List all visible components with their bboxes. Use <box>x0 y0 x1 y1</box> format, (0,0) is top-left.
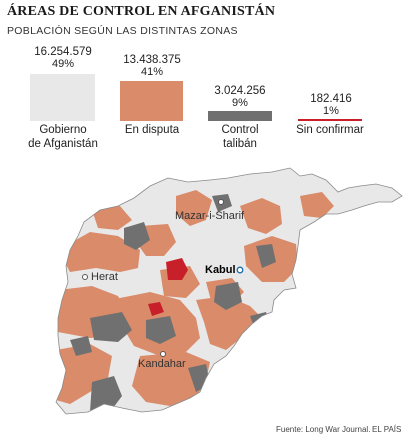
legend-disputa-percent: 41% <box>140 66 164 78</box>
legend-gobierno-value: 16.254.579 <box>34 46 92 58</box>
legend-sin-confirmar-percent: 1% <box>323 105 339 117</box>
map-outline <box>55 167 403 415</box>
map-unconfirmed-zones <box>148 258 188 316</box>
legend-taliban-value: 3.024.256 <box>214 85 266 97</box>
herat-marker-icon <box>82 274 88 280</box>
legend-disputa-label-1: En disputa <box>124 124 180 136</box>
legend-gobierno-label-1: Gobierno <box>39 124 87 136</box>
legend-sin-confirmar-swatch <box>298 119 362 121</box>
publisher-credit: EL PAÍS <box>372 425 402 434</box>
chart-title: ÁREAS DE CONTROL EN AFGANISTÁN <box>7 4 276 19</box>
city-label-kandahar: Kandahar <box>138 358 186 370</box>
legend-gobierno-label-2: de Afganistán <box>28 138 98 150</box>
source-note: Fuente: Long War Journal. <box>276 425 371 434</box>
legend-disputa-swatch <box>120 81 183 121</box>
legend-sin-confirmar-value: 182.416 <box>310 93 352 105</box>
legend-taliban-swatch <box>208 111 272 121</box>
city-label-kabul: Kabul <box>205 264 236 276</box>
mazar-marker-icon <box>218 199 224 205</box>
kabul-marker-icon <box>236 266 244 274</box>
legend-disputa-value: 13.438.375 <box>123 54 181 66</box>
legend-gobierno-swatch <box>30 74 95 121</box>
city-label-mazar: Mazar-i-Sharif <box>175 210 245 222</box>
city-label-herat: Herat <box>91 271 118 283</box>
kandahar-marker-icon <box>160 351 166 357</box>
chart-subtitle: POBLACIÓN SEGÚN LAS DISTINTAS ZONAS <box>7 25 238 37</box>
legend-gobierno-percent: 49% <box>51 58 75 70</box>
legend-taliban-label-2: talibán <box>223 138 257 150</box>
legend-sin-confirmar-label-1: Sin confirmar <box>296 124 364 136</box>
legend-taliban-percent: 9% <box>232 97 248 109</box>
legend-taliban-label-1: Control <box>221 124 259 136</box>
